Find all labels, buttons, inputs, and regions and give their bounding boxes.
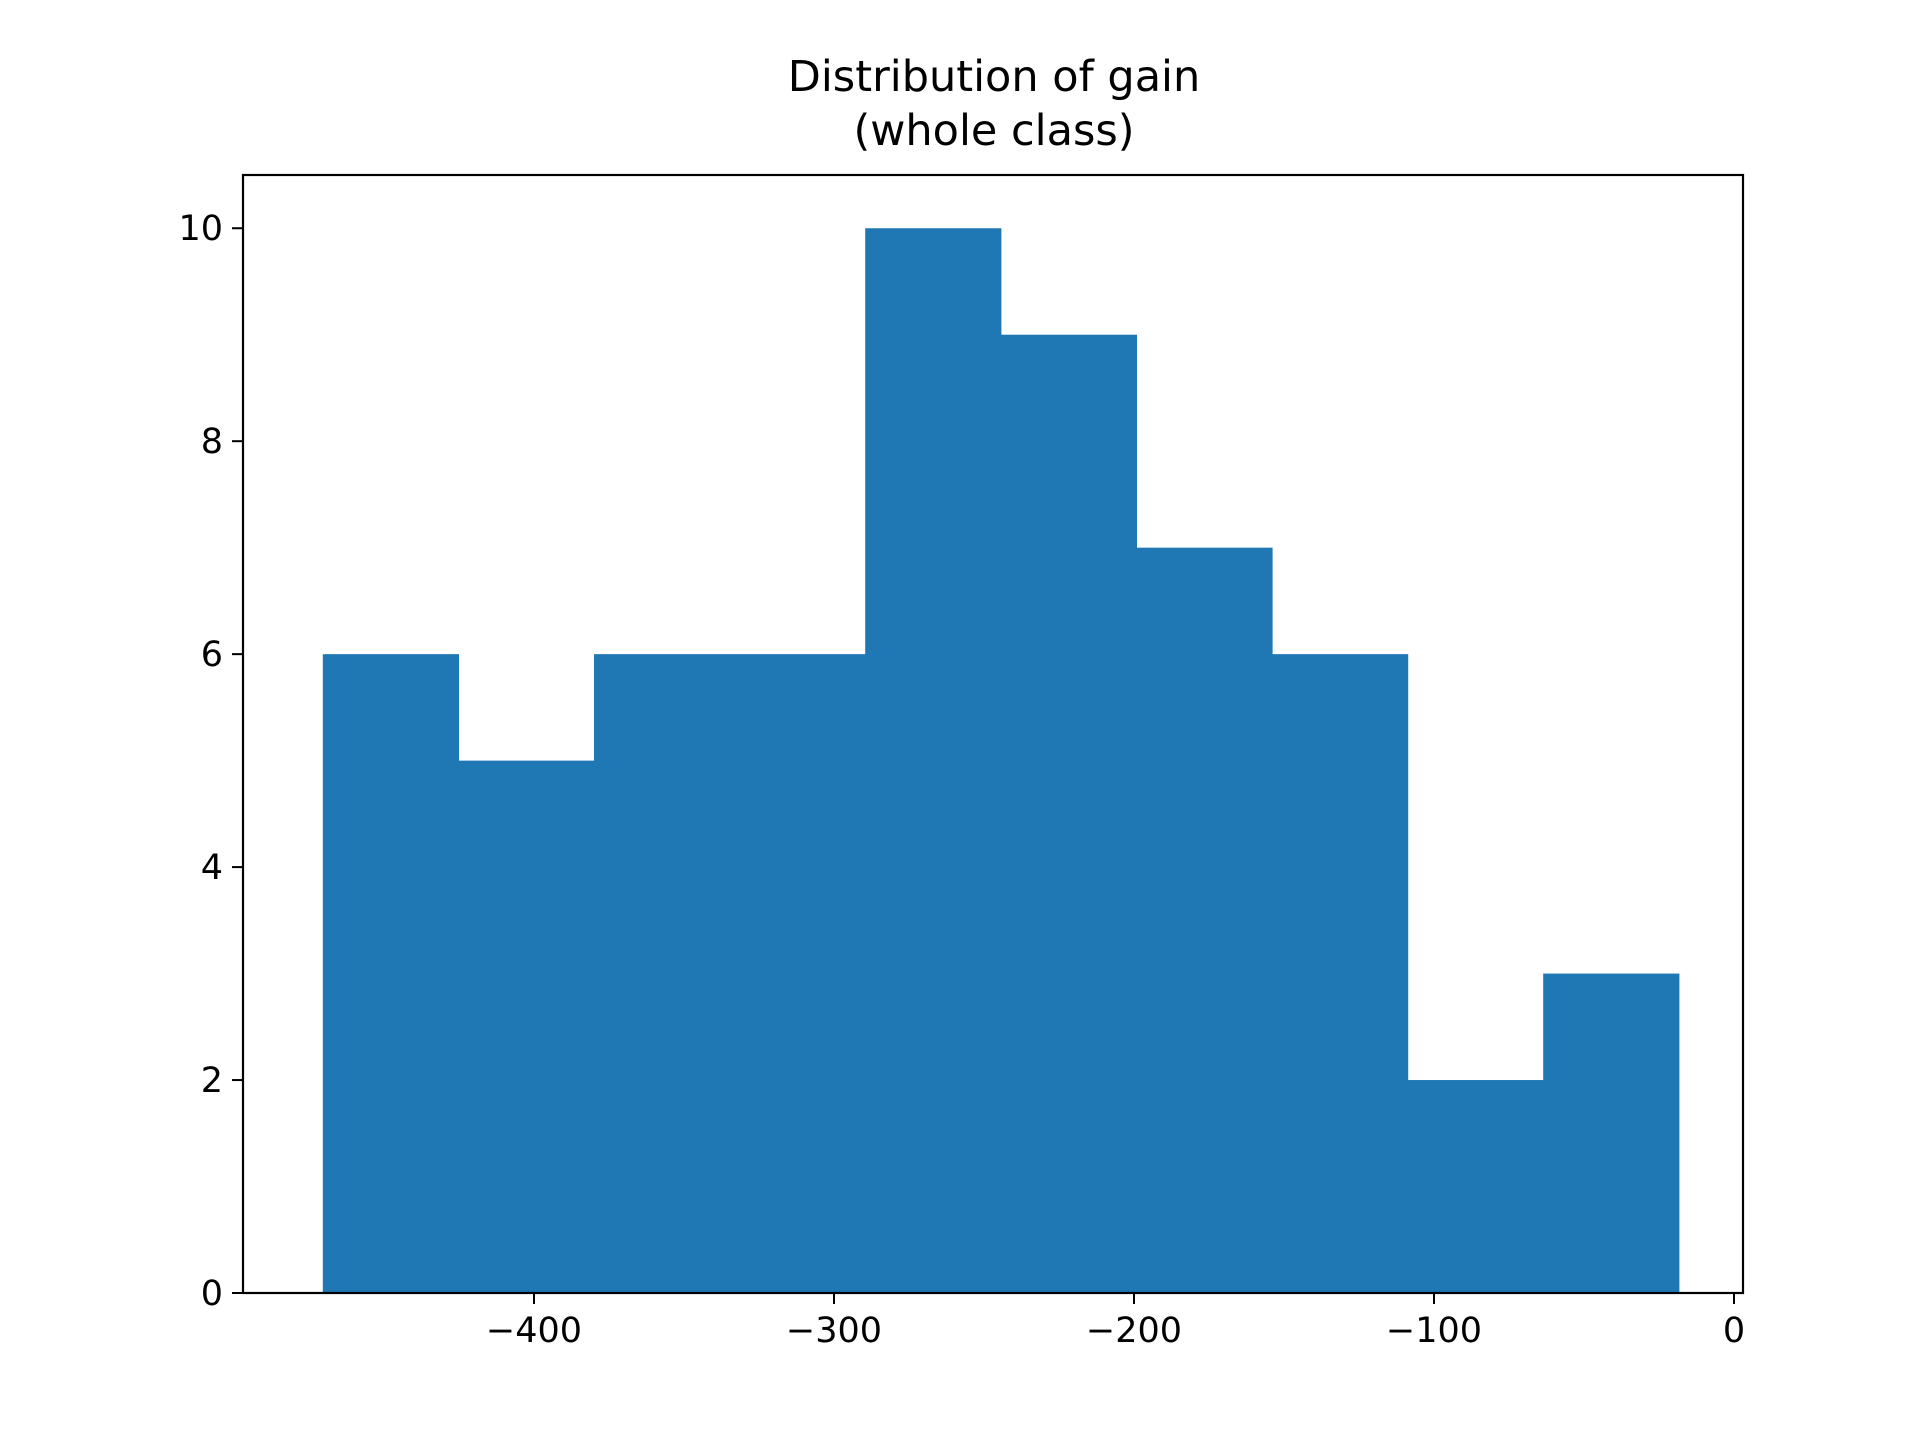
- chart-title-line-1: Distribution of gain: [788, 52, 1201, 102]
- plot-frame: [241, 173, 1745, 1295]
- histogram-bar-9: [1407, 1080, 1544, 1293]
- histogram-bar-3: [594, 654, 731, 1293]
- histogram-bar-8: [1272, 654, 1409, 1293]
- x-axis: −400 −300 −200 −100 0: [486, 1293, 1745, 1351]
- chart-title-line-2: (whole class): [853, 106, 1134, 156]
- histogram-bar-6: [1000, 334, 1137, 1293]
- histogram-bar-7: [1136, 547, 1273, 1293]
- bars-group: [322, 228, 1680, 1294]
- x-tick-label: −300: [786, 1311, 882, 1351]
- histogram-bar-10: [1543, 973, 1680, 1293]
- histogram-bar-1: [322, 654, 459, 1293]
- y-tick-label: 6: [201, 635, 223, 675]
- y-tick-label: 4: [201, 848, 223, 888]
- x-tick-label: −100: [1386, 1311, 1482, 1351]
- x-tick-label: −200: [1086, 1311, 1182, 1351]
- histogram-bar-2: [458, 760, 595, 1293]
- y-tick-label: 2: [201, 1061, 223, 1101]
- x-tick-label: 0: [1723, 1311, 1745, 1351]
- y-tick-label: 0: [201, 1274, 223, 1314]
- y-tick-label: 8: [201, 422, 223, 462]
- histogram-bar-5: [865, 228, 1002, 1294]
- y-tick-label: 10: [178, 209, 223, 249]
- y-axis: 0 2 4 6 8 10: [178, 209, 243, 1314]
- x-tick-label: −400: [486, 1311, 582, 1351]
- histogram-bar-4: [729, 654, 866, 1293]
